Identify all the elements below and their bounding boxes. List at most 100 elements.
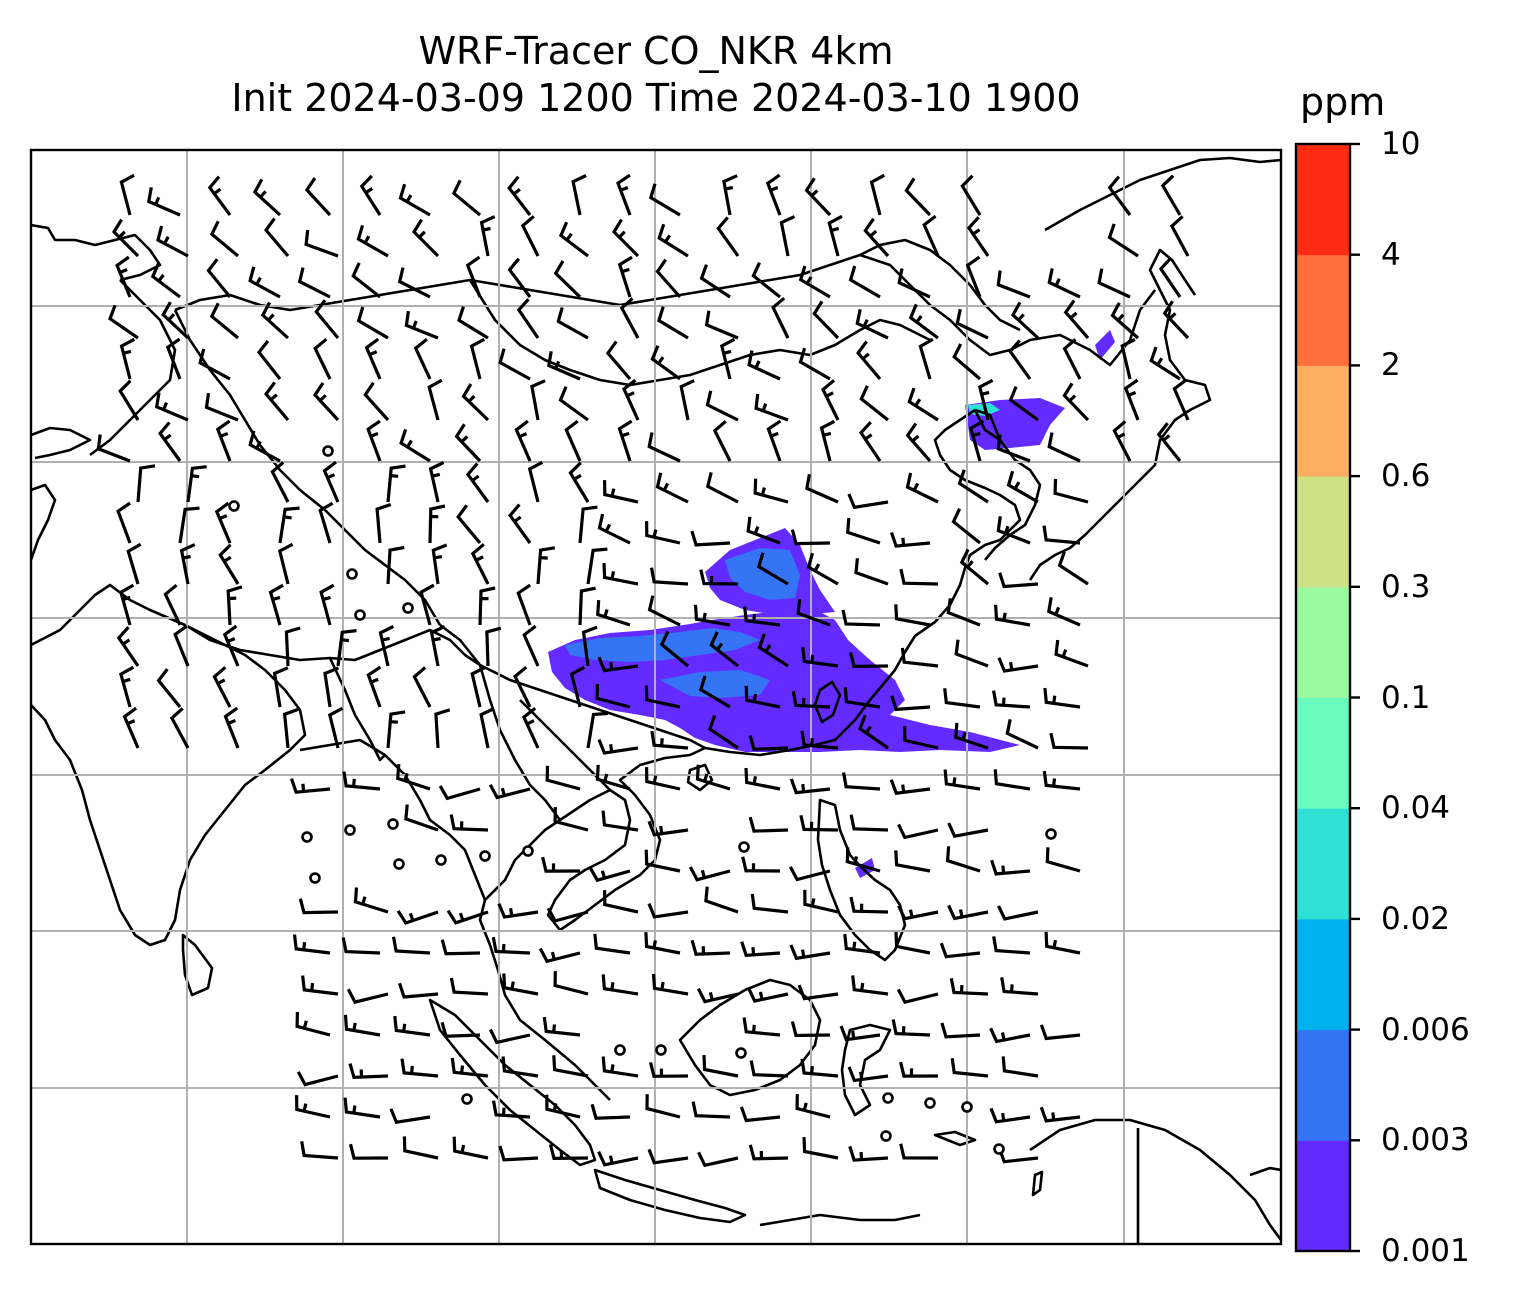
calm-marker xyxy=(344,824,356,836)
wind-barb xyxy=(739,1106,781,1123)
wind-barb xyxy=(800,1058,839,1078)
wind-barb xyxy=(304,177,332,217)
wind-barb xyxy=(590,1103,631,1120)
wind-barb xyxy=(497,903,539,919)
wind-barb xyxy=(647,595,681,627)
wind-barb xyxy=(1008,385,1039,422)
wind-barb xyxy=(412,666,432,708)
wind-barb xyxy=(644,685,681,709)
wind-barb xyxy=(521,706,540,749)
wind-barb xyxy=(295,1095,331,1119)
wind-barb xyxy=(960,174,982,216)
calm-marker xyxy=(738,841,750,853)
wind-barb xyxy=(431,543,448,585)
wind-barb xyxy=(295,1011,331,1037)
calm-marker xyxy=(882,1092,894,1104)
wind-barb xyxy=(119,337,136,380)
wind-barb xyxy=(611,218,640,258)
wind-barb xyxy=(136,464,156,503)
wind-barb xyxy=(119,173,135,216)
wind-barb xyxy=(851,975,889,996)
wind-barb xyxy=(581,625,598,667)
wind-barb xyxy=(644,849,681,873)
wind-barb xyxy=(748,816,789,833)
calm-marker xyxy=(522,845,534,857)
wind-barb xyxy=(709,631,739,668)
wind-barb xyxy=(356,306,389,340)
wind-barb xyxy=(396,763,431,791)
wind-barb xyxy=(996,434,1031,463)
border-china-north xyxy=(174,253,1157,367)
wind-barb xyxy=(716,216,740,257)
wind-barb xyxy=(601,974,639,996)
wind-barb xyxy=(601,1056,639,1078)
wind-barb xyxy=(292,934,331,955)
wind-barb xyxy=(908,303,939,340)
wind-barb xyxy=(1047,597,1081,627)
wind-barb xyxy=(946,598,981,627)
wind-barb xyxy=(766,419,782,462)
wind-barb xyxy=(322,460,340,503)
wind-barb xyxy=(645,767,681,791)
wind-barb xyxy=(393,1015,431,1037)
wind-barb xyxy=(289,778,331,794)
wind-barb xyxy=(894,931,931,955)
coastlines xyxy=(31,156,1281,1244)
wind-barb xyxy=(586,711,609,749)
wind-barb xyxy=(578,505,598,544)
coast-hainan xyxy=(686,763,714,792)
wind-barb xyxy=(553,260,582,299)
wind-barb xyxy=(940,1022,981,1039)
wind-barb xyxy=(1042,770,1081,791)
wind-barb xyxy=(952,343,982,381)
coast-sulawesi xyxy=(840,1023,892,1117)
wind-barb xyxy=(954,639,989,668)
wind-barb xyxy=(702,1055,739,1078)
wind-barb xyxy=(943,769,981,791)
wind-barb xyxy=(179,543,196,585)
wind-barb xyxy=(323,666,339,708)
wind-barb xyxy=(391,936,431,955)
wind-barb xyxy=(545,765,581,791)
wind-barb xyxy=(568,461,590,503)
calm-marker xyxy=(993,1143,1005,1155)
colorbar-segment xyxy=(1296,1140,1350,1252)
wind-barb xyxy=(156,225,189,258)
wind-barb xyxy=(659,630,690,668)
wind-barb xyxy=(478,586,496,626)
wind-barb xyxy=(891,1019,931,1037)
wind-barb xyxy=(427,378,443,421)
wind-barb xyxy=(679,379,695,421)
wind-barb xyxy=(520,215,540,257)
wind-barb xyxy=(507,257,532,298)
border-himalaya xyxy=(184,623,481,667)
colorbar-segment xyxy=(1296,144,1350,256)
wind-barb xyxy=(507,175,532,216)
wind-barb xyxy=(461,383,490,422)
wind-barb xyxy=(1123,378,1140,421)
wind-barb xyxy=(150,262,181,299)
wind-barb xyxy=(469,337,486,380)
wind-barb xyxy=(348,1063,389,1080)
wind-barb xyxy=(849,896,889,914)
coast-srilanka xyxy=(181,933,214,997)
wind-barb xyxy=(890,695,931,712)
wind-barb xyxy=(854,558,889,586)
wind-barb xyxy=(429,625,446,667)
wind-barb xyxy=(795,1094,831,1119)
coast-small-islands xyxy=(933,1130,1281,1197)
wind-barb xyxy=(644,932,681,955)
wind-barb xyxy=(272,666,289,708)
wind-barb xyxy=(695,764,731,791)
wind-barb xyxy=(491,936,531,955)
wind-barb xyxy=(796,598,831,627)
wind-barb xyxy=(404,804,439,832)
wind-barb xyxy=(651,973,689,996)
wind-barb xyxy=(1097,268,1131,299)
wind-barb xyxy=(578,586,596,626)
wind-barb xyxy=(498,348,531,381)
wind-barb xyxy=(746,516,781,545)
coast-java xyxy=(593,1168,747,1224)
wind-barb xyxy=(198,348,231,381)
wind-barb xyxy=(889,779,931,795)
